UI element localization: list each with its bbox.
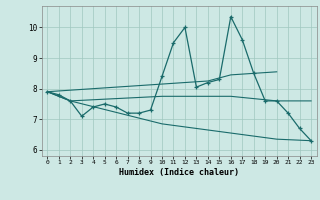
X-axis label: Humidex (Indice chaleur): Humidex (Indice chaleur) [119,168,239,177]
